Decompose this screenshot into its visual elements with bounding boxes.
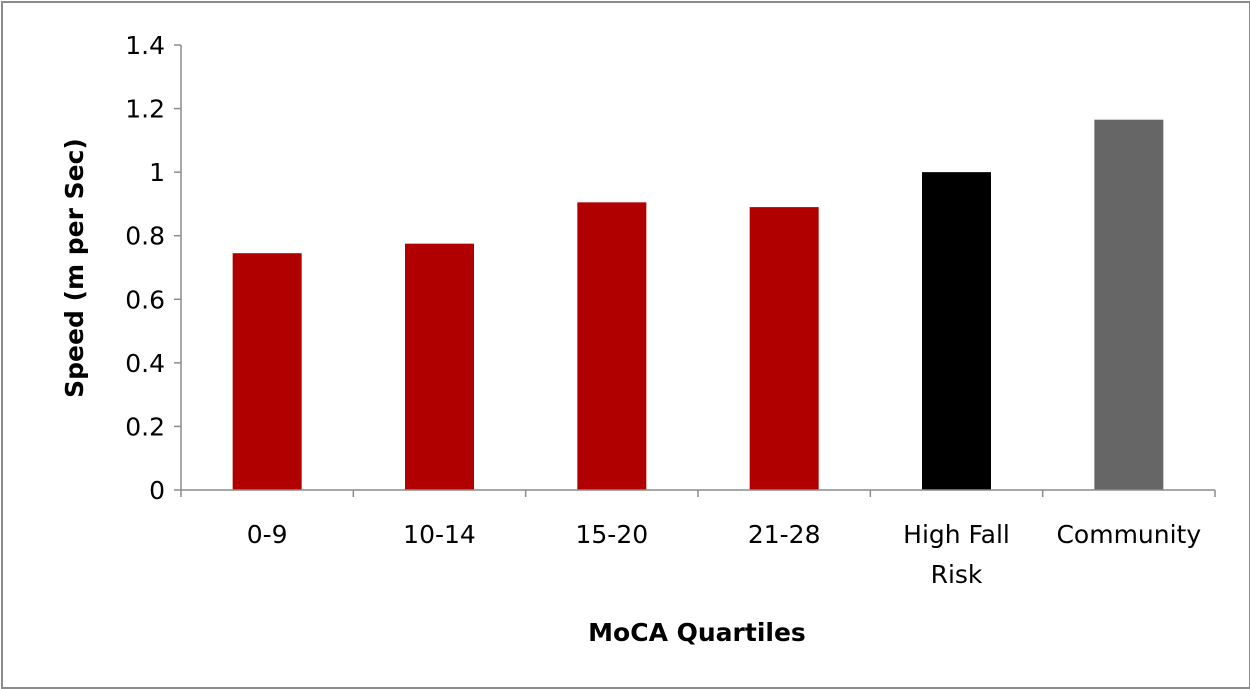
x-tick-label: 0-9 xyxy=(247,520,288,549)
y-tick-label: 1.4 xyxy=(125,31,165,60)
x-tick-label: 15-20 xyxy=(576,520,649,549)
y-tick-label: 0.2 xyxy=(125,412,165,441)
x-tick-label: Risk xyxy=(931,560,983,589)
bar xyxy=(405,243,474,490)
y-tick-label: 0.6 xyxy=(125,285,165,314)
y-tick-label: 0.8 xyxy=(125,222,165,251)
x-ticks-group: 0-9 10-14 15-20 21-28 High Fall Risk Community xyxy=(180,490,1216,589)
x-tick-label: 10-14 xyxy=(403,520,476,549)
y-axis-title: Speed (m per Sec) xyxy=(60,138,89,398)
bars-group xyxy=(232,119,1164,491)
y-ticks-group: 0 0.2 0.4 0.6 0.8 1 1.2 1.4 xyxy=(125,31,181,505)
bar xyxy=(922,172,991,490)
y-tick-label: 1 xyxy=(149,158,165,187)
x-axis-title: MoCA Quartiles xyxy=(588,618,806,647)
y-tick-label: 0.4 xyxy=(125,349,165,378)
bar xyxy=(1094,119,1164,491)
x-tick-label: 21-28 xyxy=(748,520,821,549)
y-tick-label: 0 xyxy=(149,476,165,505)
x-tick-label: High Fall xyxy=(903,520,1010,549)
y-tick-label: 1.2 xyxy=(125,95,165,124)
bar xyxy=(749,207,819,490)
bar xyxy=(232,253,302,490)
x-tick-label: Community xyxy=(1056,520,1201,549)
bar xyxy=(577,202,647,490)
